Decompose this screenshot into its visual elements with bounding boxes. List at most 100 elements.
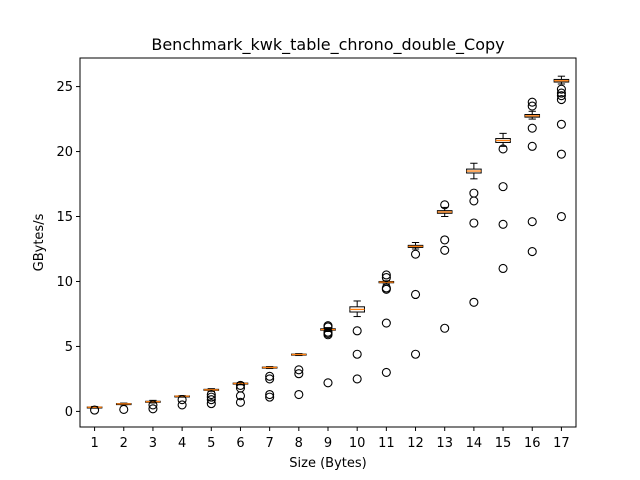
box-group (349, 300, 365, 384)
x-tick-label: 13 (436, 436, 453, 451)
outlier-point (556, 211, 566, 222)
outlier-point (556, 91, 566, 101)
outlier-point (527, 247, 537, 257)
outlier-point (90, 405, 100, 415)
outlier-point (498, 182, 508, 192)
outlier-point (323, 378, 333, 388)
box-group (232, 380, 249, 407)
outlier-point (556, 119, 566, 129)
outlier-point (527, 217, 537, 227)
chart-title: Benchmark_kwk_table_chrono_double_Copy (151, 35, 504, 55)
outlier-point (556, 84, 566, 94)
box-group (378, 270, 395, 377)
y-tick-label: 10 (56, 275, 73, 290)
x-tick-label: 3 (149, 436, 157, 451)
outlier-point (381, 270, 391, 280)
x-tick-label: 10 (349, 436, 366, 451)
outlier-point (206, 395, 216, 405)
outlier-point (323, 321, 333, 331)
outlier-point (410, 349, 421, 359)
x-tick-label: 12 (407, 436, 424, 451)
box-group (524, 97, 541, 257)
outlier-point (265, 389, 275, 400)
outlier-point (235, 383, 246, 393)
outlier-point (294, 365, 304, 375)
x-tick-label: 7 (266, 436, 274, 451)
x-tick-label: 6 (236, 436, 244, 451)
outlier-point (381, 273, 391, 283)
outlier-point (265, 371, 275, 381)
x-tick-label: 11 (378, 436, 395, 451)
y-axis-title: GBytes/s (32, 213, 47, 271)
box-group (553, 75, 570, 222)
outlier-point (440, 245, 450, 255)
y-axis: 0 5 10 15 20 25 (56, 80, 80, 420)
x-tick-label: 9 (324, 436, 332, 451)
outlier-point (556, 95, 566, 105)
outlier-point (177, 400, 187, 410)
outlier-point (381, 367, 391, 377)
outlier-point (235, 397, 246, 407)
outlier-point (206, 389, 216, 400)
box-group (466, 162, 482, 307)
outlier-point (352, 374, 362, 384)
x-axis: 1 2 3 4 5 6 7 8 9 10 11 12 13 14 15 16 17 (90, 427, 570, 451)
box-group (291, 353, 307, 400)
y-tick-label: 5 (65, 340, 73, 355)
outlier-point (527, 123, 537, 133)
x-tick-label: 16 (524, 436, 541, 451)
outlier-point (148, 400, 158, 410)
outlier-point (352, 349, 362, 359)
outlier-point (469, 218, 479, 228)
box-group (86, 405, 103, 415)
outlier-point (206, 399, 216, 409)
outlier-point (294, 369, 304, 379)
x-tick-label: 15 (495, 436, 512, 451)
box-group (320, 321, 336, 388)
x-tick-label: 17 (553, 436, 570, 451)
x-tick-label: 2 (120, 436, 128, 451)
outlier-point (410, 289, 421, 300)
outlier-point (527, 141, 537, 151)
outlier-point (410, 249, 421, 259)
outlier-point (352, 326, 362, 336)
outlier-point (498, 219, 508, 229)
x-tick-label: 14 (466, 436, 483, 451)
x-tick-label: 8 (295, 436, 303, 451)
x-tick-label: 5 (207, 436, 215, 451)
box-group (174, 395, 190, 410)
outlier-point (119, 404, 129, 415)
x-tick-label: 1 (90, 436, 98, 451)
outlier-point (381, 283, 391, 293)
plot-marks (86, 75, 570, 415)
x-tick-label: 4 (178, 436, 186, 451)
outlier-point (556, 88, 566, 98)
outlier-point (440, 323, 450, 333)
outlier-point (527, 97, 537, 107)
y-tick-label: 20 (56, 145, 73, 160)
outlier-point (440, 235, 450, 245)
outlier-point (235, 380, 246, 390)
y-tick-label: 15 (56, 210, 73, 225)
box-group (407, 242, 424, 359)
outlier-point (265, 374, 275, 384)
outlier-point (148, 404, 158, 414)
outlier-point (440, 200, 450, 210)
y-tick-label: 0 (65, 405, 73, 420)
outlier-point (469, 297, 479, 307)
outlier-point (323, 327, 333, 337)
outlier-point (469, 188, 479, 198)
box-group (261, 366, 278, 402)
box-group (203, 388, 220, 409)
outlier-point (498, 263, 508, 274)
x-axis-title: Size (Bytes) (289, 456, 366, 471)
outlier-point (556, 149, 566, 159)
box-group (495, 132, 511, 274)
outlier-point (265, 392, 275, 402)
outlier-point (177, 395, 187, 405)
box-group (145, 399, 161, 414)
box-group (115, 402, 132, 415)
outlier-point (498, 144, 508, 154)
outlier-point (294, 389, 304, 400)
